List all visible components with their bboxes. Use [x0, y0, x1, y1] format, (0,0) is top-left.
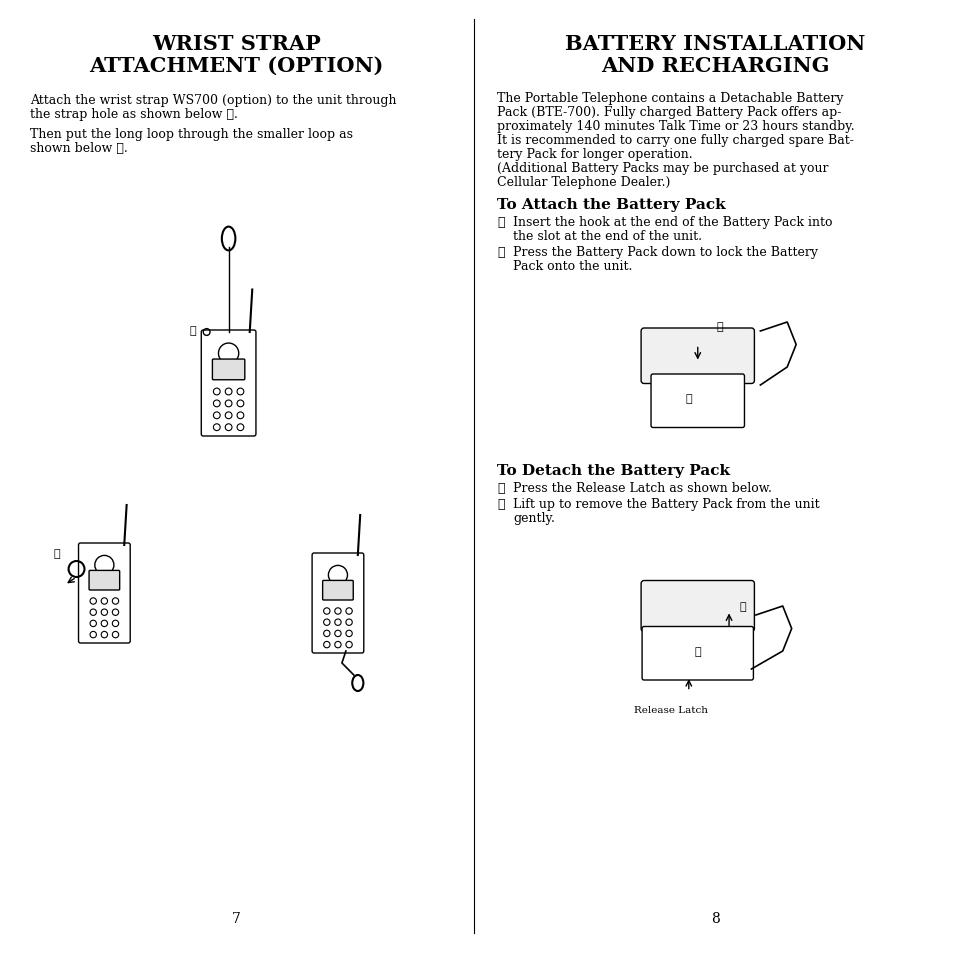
Text: Pack onto the unit.: Pack onto the unit.: [513, 260, 632, 273]
Text: Attach the wrist strap WS700 (option) to the unit through: Attach the wrist strap WS700 (option) to…: [30, 94, 395, 107]
FancyBboxPatch shape: [201, 331, 255, 436]
Text: 8: 8: [711, 911, 720, 925]
FancyBboxPatch shape: [312, 554, 363, 654]
Text: AND RECHARGING: AND RECHARGING: [600, 56, 829, 76]
FancyBboxPatch shape: [322, 580, 353, 600]
Text: proximately 140 minutes Talk Time or 23 hours standby.: proximately 140 minutes Talk Time or 23 …: [497, 120, 854, 132]
Text: the slot at the end of the unit.: the slot at the end of the unit.: [513, 230, 701, 243]
Text: Pack (BTE-700). Fully charged Battery Pack offers ap-: Pack (BTE-700). Fully charged Battery Pa…: [497, 106, 841, 119]
FancyBboxPatch shape: [640, 581, 754, 632]
FancyBboxPatch shape: [641, 627, 753, 680]
Text: To Attach the Battery Pack: To Attach the Battery Pack: [497, 198, 725, 212]
Text: Cellular Telephone Dealer.): Cellular Telephone Dealer.): [497, 175, 670, 189]
Text: (Additional Battery Packs may be purchased at your: (Additional Battery Packs may be purchas…: [497, 162, 827, 174]
Text: ②: ②: [497, 497, 504, 511]
Text: ①: ①: [685, 395, 691, 404]
FancyBboxPatch shape: [78, 543, 130, 643]
Text: Release Latch: Release Latch: [633, 705, 707, 714]
Text: Insert the hook at the end of the Battery Pack into: Insert the hook at the end of the Batter…: [513, 215, 832, 229]
Text: ATTACHMENT (OPTION): ATTACHMENT (OPTION): [90, 56, 383, 76]
Text: the strap hole as shown below ①.: the strap hole as shown below ①.: [30, 108, 237, 121]
FancyBboxPatch shape: [213, 359, 245, 380]
Text: To Detach the Battery Pack: To Detach the Battery Pack: [497, 463, 729, 477]
Text: ①: ①: [497, 481, 504, 495]
Text: shown below ②.: shown below ②.: [30, 142, 128, 154]
FancyBboxPatch shape: [650, 375, 743, 428]
Text: tery Pack for longer operation.: tery Pack for longer operation.: [497, 148, 692, 161]
Text: WRIST STRAP: WRIST STRAP: [152, 34, 320, 54]
Text: Then put the long loop through the smaller loop as: Then put the long loop through the small…: [30, 128, 353, 141]
Text: gently.: gently.: [513, 512, 555, 524]
Text: Lift up to remove the Battery Pack from the unit: Lift up to remove the Battery Pack from …: [513, 497, 819, 511]
FancyBboxPatch shape: [89, 571, 119, 590]
Text: ①: ①: [497, 215, 504, 229]
Text: The Portable Telephone contains a Detachable Battery: The Portable Telephone contains a Detach…: [497, 91, 842, 105]
Text: It is recommended to carry one fully charged spare Bat-: It is recommended to carry one fully cha…: [497, 133, 853, 147]
Text: 7: 7: [232, 911, 241, 925]
Text: ①: ①: [694, 646, 700, 657]
Text: Press the Battery Pack down to lock the Battery: Press the Battery Pack down to lock the …: [513, 246, 817, 258]
FancyBboxPatch shape: [640, 329, 754, 384]
Text: ②: ②: [739, 601, 745, 612]
Text: ②: ②: [497, 246, 504, 258]
Text: ②: ②: [716, 322, 722, 333]
Text: Press the Release Latch as shown below.: Press the Release Latch as shown below.: [513, 481, 771, 495]
Text: ②: ②: [53, 548, 60, 558]
Text: ①: ①: [190, 326, 196, 336]
Text: BATTERY INSTALLATION: BATTERY INSTALLATION: [565, 34, 865, 54]
